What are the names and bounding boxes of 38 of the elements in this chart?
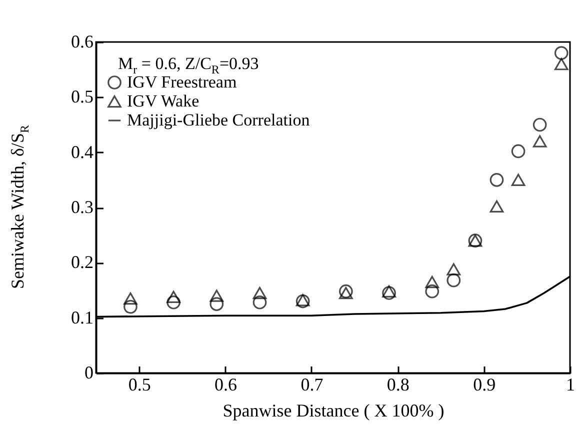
point (554, 46, 568, 60)
point (210, 290, 224, 302)
x-axis-title: Spanwise Distance ( X 100% ) (222, 400, 444, 420)
y-tick-label: 0.4 (71, 142, 94, 162)
point (124, 300, 138, 314)
y-tick-label: 0.1 (71, 307, 94, 328)
point (532, 135, 547, 148)
point (446, 273, 461, 288)
point (490, 173, 504, 187)
x-tick-label: 0.9 (473, 374, 496, 394)
y-tick-label: 0.2 (71, 252, 94, 272)
point (446, 263, 461, 276)
point (339, 284, 353, 298)
y-tick-label: 0.5 (71, 86, 94, 107)
point (425, 276, 440, 288)
x-tick-label: 0.7 (300, 374, 324, 394)
legend-label: Majjigi-Gliebe Correlation (127, 110, 310, 130)
point (210, 297, 224, 311)
point (166, 290, 180, 303)
y-tick-label: 0.6 (71, 32, 94, 52)
point (511, 144, 526, 158)
point (425, 284, 440, 298)
point (532, 118, 547, 132)
point (252, 286, 267, 300)
x-tick-label: 1 (566, 374, 575, 394)
x-tick-label: 0.8 (386, 374, 410, 394)
x-tick-label: 0.6 (214, 374, 238, 394)
point (339, 286, 353, 300)
point (252, 295, 267, 310)
point (166, 295, 180, 310)
legend-label: IGV Wake (127, 92, 200, 110)
point (554, 58, 568, 70)
x-tick-label: 0.5 (128, 374, 151, 394)
y-tick-label: 0.3 (71, 197, 94, 217)
point (124, 292, 138, 305)
y-tick-label: 0 (84, 362, 94, 382)
point (490, 200, 504, 212)
point (511, 174, 526, 186)
